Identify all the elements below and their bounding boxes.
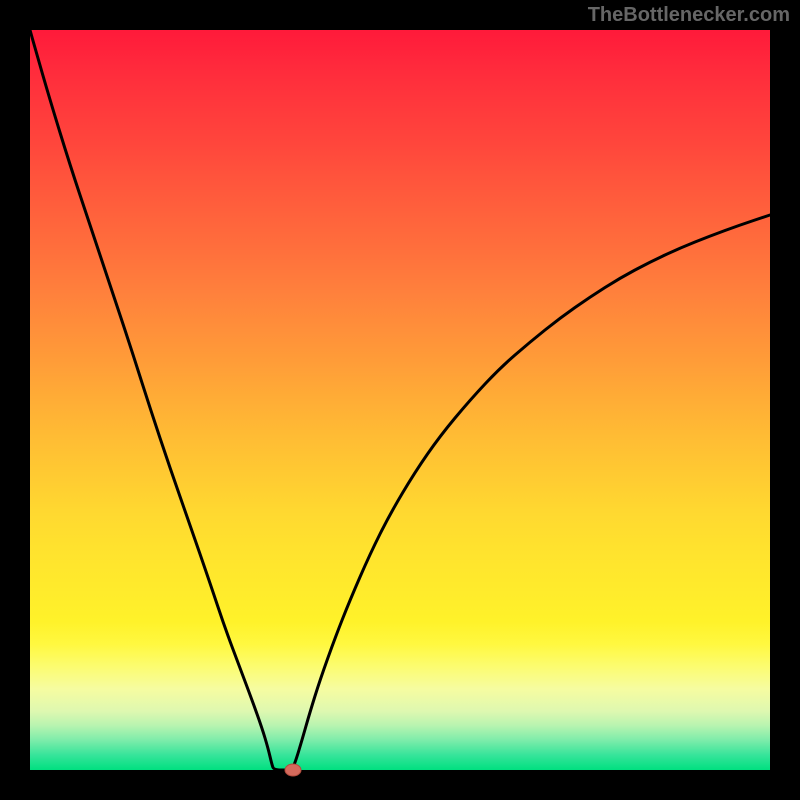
watermark-text: TheBottlenecker.com	[588, 4, 790, 27]
optimum-marker	[285, 764, 301, 776]
bottleneck-curve	[30, 30, 770, 770]
bottleneck-plot	[0, 0, 800, 800]
chart-container: TheBottlenecker.com	[0, 0, 800, 800]
